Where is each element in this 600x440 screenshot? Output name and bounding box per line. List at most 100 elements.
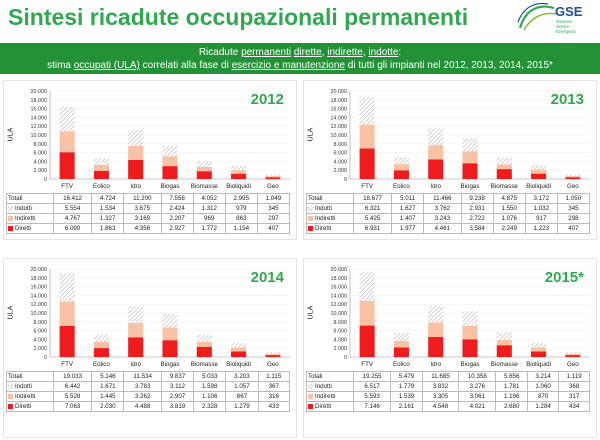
x-tick-label: FTV: [61, 183, 74, 190]
table-cell: 11.685: [421, 371, 460, 382]
y-axis-label: ULA: [7, 305, 15, 320]
legend-label: Indiretti: [315, 215, 336, 222]
table-cell: 3.112: [160, 381, 195, 392]
table-cell: 1.445: [91, 391, 125, 402]
bar-segment-diretti: [565, 355, 581, 357]
chart-year-title: 2012: [250, 91, 284, 108]
legend-swatch: [308, 393, 313, 399]
table-cell: 1.534: [91, 203, 125, 214]
banner-line-2: stima occupati (ULA) correlati alla fase…: [0, 59, 600, 72]
legend-label: Indiretti: [315, 393, 336, 400]
data-table: Totali 18.677 5.011 11.466 9.238 4.875 3.172 1.…: [306, 193, 591, 234]
table-cell: 1.550: [492, 203, 526, 214]
x-tick-label: Eolico: [93, 183, 110, 190]
legend-swatch: [308, 215, 313, 221]
row-label: Indiretti: [6, 213, 54, 224]
x-tick-label: Idro: [130, 361, 141, 368]
y-tick-label: 0: [44, 355, 47, 361]
bar-segment-indotti: [93, 334, 109, 342]
legend-swatch: [8, 403, 13, 409]
x-tick-label: Bioliquidi: [226, 183, 251, 190]
table-row: Indiretti 5.425 1.407 3.243 2.722 1.076 917 298: [306, 213, 591, 224]
y-axis-label: ULA: [307, 305, 315, 320]
chart-svg: 0 2.000 4.000 6.000 8.000 10.000 12.000 14.000 1…: [331, 89, 590, 190]
table-cell: 1.049: [256, 193, 291, 204]
legend-label: Indiretti: [15, 393, 36, 400]
table-cell: 1.032: [524, 203, 558, 214]
x-tick-label: FTV: [361, 183, 374, 190]
banner-text: ,: [362, 47, 369, 58]
bar-segment-indotti: [265, 174, 281, 176]
banner-text: esercizio e manutenzione: [231, 60, 345, 71]
table-cell: 9.238: [460, 193, 494, 204]
legend-label: Indotti: [315, 383, 332, 390]
table-cell: 1.772: [192, 223, 226, 234]
y-tick-label: 4.000: [34, 159, 48, 165]
table-cell: 1.627: [391, 203, 425, 214]
y-tick-label: 4.000: [34, 337, 48, 343]
banner-text: permanenti: [241, 47, 292, 58]
x-tick-label: Eolico: [393, 361, 410, 368]
bar-segment-indotti: [565, 352, 581, 354]
table-cell: 3.262: [123, 391, 162, 402]
chart-panel-2013: 0 2.000 4.000 6.000 8.000 10.000 12.000 14.000 1…: [303, 80, 597, 240]
bar-segment-indiretti: [496, 164, 512, 170]
table-cell: 3.832: [421, 381, 460, 392]
bar-segment-indiretti: [59, 301, 75, 326]
row-label: Indotti: [6, 381, 54, 392]
table-cell: 19.255: [352, 371, 392, 382]
bar-segment-indotti: [359, 272, 375, 301]
y-tick-label: 12.000: [31, 124, 48, 130]
bar-segment-indotti: [393, 156, 409, 165]
table-cell: 3.819: [160, 401, 195, 412]
y-tick-label: 12.000: [331, 124, 348, 130]
chart-svg: 0 2.000 4.000 6.000 8.000 10.000 12.000 14.000 1…: [31, 267, 290, 368]
bar-segment-diretti: [128, 159, 144, 179]
table-cell: 4.767: [52, 213, 93, 224]
x-tick-label: Biomasse: [491, 183, 519, 190]
x-tick-label: FTV: [361, 361, 374, 368]
bar-segment-indotti: [393, 332, 409, 341]
banner-text: stima: [47, 60, 74, 71]
bar-segment-indotti: [196, 334, 212, 342]
x-tick-label: FTV: [61, 361, 74, 368]
legend-swatch: [308, 225, 313, 231]
bar-segment-diretti: [496, 169, 512, 179]
y-tick-label: 8.000: [34, 320, 48, 326]
table-cell: 6.090: [52, 223, 93, 234]
table-row: Indiretti 5.593 1.539 3.305 3.061 1.196 870 317: [306, 391, 590, 402]
bar-segment-indotti: [265, 352, 281, 354]
y-tick-label: 0: [44, 177, 47, 183]
table-cell: 11.466: [423, 193, 462, 204]
bar-segment-indiretti: [265, 175, 281, 178]
y-tick-label: 18.000: [331, 98, 348, 104]
table-cell: 5.593: [352, 391, 392, 402]
table-cell: 2.161: [390, 401, 423, 412]
table-cell: 19.033: [52, 371, 93, 382]
y-tick-label: 0: [344, 177, 347, 183]
table-cell: 5.528: [52, 391, 93, 402]
banner-text: indirette: [327, 47, 363, 58]
bar-segment-indiretti: [196, 341, 212, 347]
bar-segment-indiretti: [565, 175, 581, 178]
bar-segment-indotti: [59, 106, 75, 132]
table-cell: 867: [225, 391, 259, 402]
y-tick-label: 18.000: [31, 98, 48, 104]
chart-panel-2014: 0 2.000 4.000 6.000 8.000 10.000 12.000 14.000 1…: [3, 258, 297, 438]
header-banner: Ricadute permanenti dirette, indirette, …: [0, 43, 600, 74]
bar-segment-indotti: [93, 158, 109, 165]
table-cell: 1.977: [391, 223, 425, 234]
bar-segment-indotti: [531, 165, 547, 170]
table-row: Indotti 6.321 1.627 3.762 2.931 1.550 1.032 345: [306, 203, 591, 214]
legend-label: Totali: [8, 373, 23, 380]
table-row: Indotti 6.517 1.779 3.832 3.276 1.781 1.060 368: [306, 381, 590, 392]
bar-segment-diretti: [93, 170, 109, 179]
row-label: Indiretti: [306, 213, 354, 224]
legend-label: Diretti: [315, 225, 332, 232]
y-tick-label: 12.000: [331, 302, 348, 308]
table-cell: 5.656: [495, 371, 528, 382]
banner-text: dirette: [293, 47, 322, 58]
legend-swatch: [8, 215, 13, 221]
banner-text: Ricadute: [198, 47, 242, 58]
table-cell: 2.722: [460, 213, 494, 224]
